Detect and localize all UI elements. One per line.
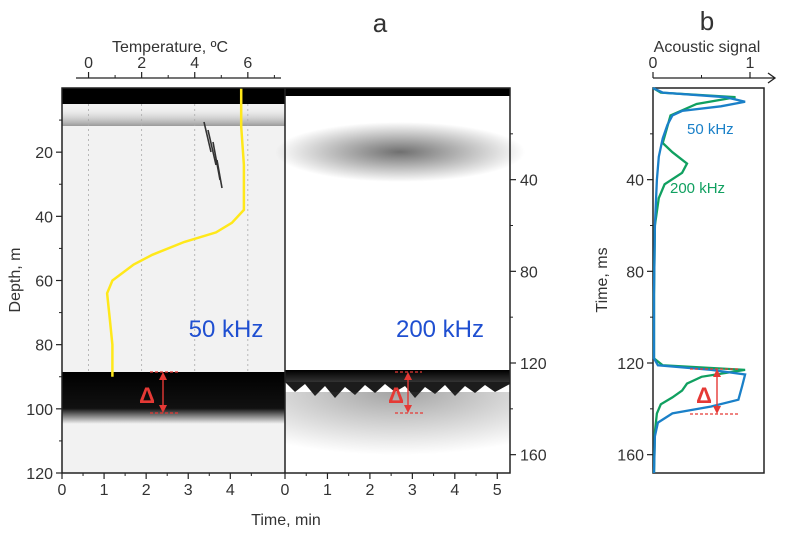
series-50khz-line — [652, 86, 747, 474]
temperature-tick-label: 0 — [84, 55, 93, 72]
temperature-tick-label: 4 — [190, 55, 199, 72]
delta-marker-signal: Δ — [690, 368, 740, 415]
acoustic-signal-tick-label: 0 — [649, 55, 658, 72]
panel-b-frame — [652, 87, 765, 474]
time-axis-50khz: 0 1 2 3 4 — [58, 473, 252, 499]
signal-time-tick-label: 80 — [626, 264, 644, 281]
depth-tick-label: 80 — [35, 338, 53, 355]
surface-band-200khz — [285, 88, 510, 96]
echogram-50khz — [62, 88, 285, 473]
acoustic-signal-tick-label: 1 — [746, 55, 755, 72]
panel-label-b: b — [700, 6, 714, 36]
depth-axis-title: Depth, m — [7, 248, 24, 313]
time-tick-label-200khz: 2 — [365, 482, 374, 499]
time-ms-tick-label: 160 — [520, 448, 547, 465]
fish-trace — [203, 121, 223, 189]
delta-label-200khz: Δ — [388, 383, 404, 408]
temperature-tick-label: 2 — [137, 55, 146, 72]
temperature-profile — [105, 88, 246, 377]
depth-tick-label: 60 — [35, 274, 53, 291]
signal-time-tick-label: 40 — [626, 173, 644, 190]
surface-band-50khz — [62, 88, 285, 104]
scatter-layer-200khz — [275, 122, 525, 182]
depth-tick-label: 40 — [35, 209, 53, 226]
time-axis-200khz: 0 1 2 3 4 5 — [281, 473, 502, 499]
time-axis-title: Time, min — [251, 512, 321, 529]
series-200khz-line — [652, 87, 746, 474]
temperature-axis-title: Temperature, ºC — [112, 39, 228, 56]
time-tick-label-50khz: 1 — [100, 482, 109, 499]
time-ms-tick-label: 40 — [520, 173, 538, 190]
label-200khz: 200 kHz — [396, 316, 484, 343]
depth-tick-label: 120 — [26, 466, 53, 483]
delta-marker-200khz: Δ — [388, 371, 424, 414]
echogram-200khz — [275, 88, 525, 473]
time-ms-tick-label: 120 — [520, 356, 547, 373]
time-tick-label-200khz: 1 — [323, 482, 332, 499]
signal-time-tick-label: 120 — [617, 356, 644, 373]
temperature-axis: 0 2 4 6 — [76, 55, 281, 79]
label-50khz: 50 kHz — [189, 316, 264, 343]
time-tick-label-200khz: 4 — [450, 482, 459, 499]
time-tick-label-50khz: 0 — [58, 482, 67, 499]
signal-time-tick-label: 160 — [617, 448, 644, 465]
time-ms-axis: 40 80 120 160 — [510, 133, 547, 465]
time-tick-label-200khz: 0 — [281, 482, 290, 499]
signal-time-axis-title: Time, ms — [594, 247, 611, 312]
series-200khz-label: 200 kHz — [670, 180, 725, 197]
time-tick-label-200khz: 3 — [408, 482, 417, 499]
time-ms-tick-label: 80 — [520, 264, 538, 281]
delta-label-50khz: Δ — [139, 383, 155, 408]
signal-time-axis: 40 80 120 160 — [617, 133, 653, 465]
acoustic-signal-panel: 50 kHz 200 kHz Δ — [652, 86, 765, 474]
depth-axis: 20 40 60 80 100 120 — [26, 119, 62, 483]
series-50khz-label: 50 kHz — [687, 121, 734, 138]
delta-label-signal: Δ — [696, 383, 712, 408]
delta-marker-50khz: Δ — [139, 371, 180, 414]
depth-tick-label: 20 — [35, 145, 53, 162]
acoustic-signal-axis-title: Acoustic signal — [654, 39, 761, 56]
time-tick-label-50khz: 3 — [184, 482, 193, 499]
time-tick-label-50khz: 2 — [142, 482, 151, 499]
subbottom-scatter-200khz — [285, 392, 510, 462]
time-tick-label-50khz: 4 — [226, 482, 235, 499]
bottom-echo-50khz — [62, 372, 285, 424]
depth-tick-label: 100 — [26, 402, 53, 419]
time-tick-label-200khz: 5 — [493, 482, 502, 499]
bottom-echo-200khz — [285, 370, 510, 382]
temperature-tick-label: 6 — [243, 55, 252, 72]
panel-label-a: a — [373, 8, 388, 38]
surface-grey-band-50khz — [62, 104, 285, 126]
